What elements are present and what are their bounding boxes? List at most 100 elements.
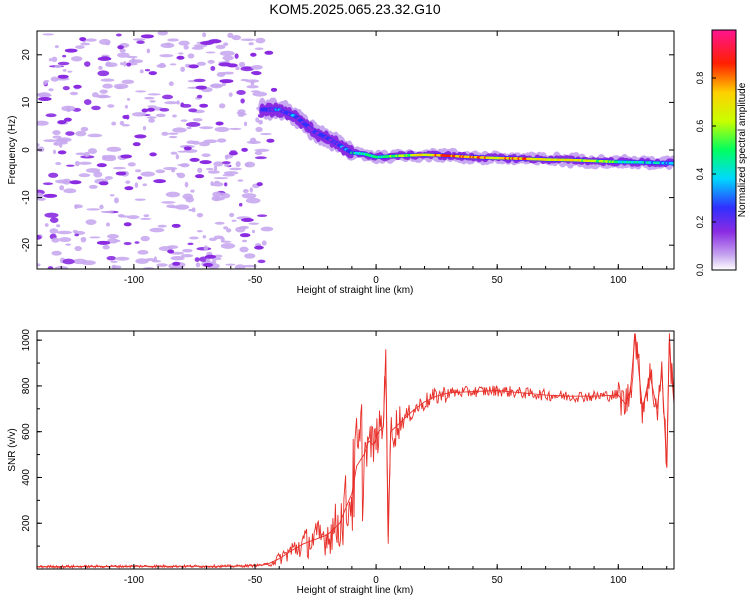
spectrogram-noise-patch xyxy=(181,254,194,258)
spectrogram-noise-patch xyxy=(83,151,90,157)
spectrogram-noise-patch xyxy=(48,172,59,178)
spectrogram-y-tick-label: -20 xyxy=(21,238,32,253)
spectrogram-noise-patch xyxy=(186,126,192,130)
spectrogram-noise-patch xyxy=(254,245,264,250)
spectrogram-noise-patch xyxy=(228,92,233,97)
spectrogram-noise-patch xyxy=(176,172,180,176)
spectrogram-noise-patch xyxy=(73,84,82,89)
spectrogram-noise-patch xyxy=(70,56,83,62)
spectrogram-noise-patch xyxy=(37,146,45,152)
spectrogram-noise-patch xyxy=(69,91,79,96)
spectrogram-noise-patch xyxy=(43,139,58,143)
spectrogram-noise-patch xyxy=(42,182,54,186)
snr-line xyxy=(37,333,674,569)
spectrogram-noise-patch xyxy=(195,262,201,268)
spectrogram-noise-patch xyxy=(88,184,98,189)
spectrogram-noise-patch xyxy=(59,185,65,191)
snr-y-tick-label: 400 xyxy=(21,469,32,486)
spectrogram-noise-patch xyxy=(199,126,214,130)
spectrogram-noise-patch xyxy=(172,261,181,266)
spectrogram-noise-patch xyxy=(121,79,135,84)
spectrogram-noise-patch xyxy=(248,222,260,225)
spectrogram-noise-patch xyxy=(170,151,178,155)
spectrogram-noise-patch xyxy=(47,266,54,269)
spectrogram-noise-patch xyxy=(132,142,141,147)
spectrogram-noise-patch xyxy=(114,239,121,243)
spectrogram-noise-patch xyxy=(52,135,62,139)
spectrogram-noise-patch xyxy=(44,223,49,227)
spectrogram-noise-patch xyxy=(136,40,145,44)
spectrogram-noise-patch xyxy=(207,170,220,174)
spectrogram-noise-patch xyxy=(146,107,155,112)
spectrogram-noise-patch xyxy=(239,246,249,253)
spectrogram-noise-patch xyxy=(148,71,157,76)
spectrogram-noise-patch xyxy=(62,54,67,58)
spectrogram-noise-patch xyxy=(203,139,218,144)
spectrogram-noise-patch xyxy=(78,173,91,178)
spectrogram-noise-patch xyxy=(192,118,203,122)
spectrogram-noise-patch xyxy=(107,238,119,244)
spectrogram-ridge-core xyxy=(671,162,674,165)
spectrogram-noise-patch xyxy=(57,120,67,125)
spectrogram-noise-patch xyxy=(119,48,126,53)
spectrogram-noise-patch xyxy=(123,61,127,67)
spectrogram-noise-patch xyxy=(214,221,225,225)
spectrogram-noise-patch xyxy=(213,165,218,172)
spectrogram-noise-patch xyxy=(188,208,193,212)
spectrogram-noise-patch xyxy=(227,32,234,39)
spectrogram-noise-patch xyxy=(140,34,154,39)
spectrogram-noise-patch xyxy=(196,94,203,99)
spectrogram-noise-patch xyxy=(87,133,103,138)
spectrogram-noise-patch xyxy=(238,202,243,207)
spectrogram-noise-patch xyxy=(196,61,207,66)
chart-title: KOM5.2025.065.23.32.G10 xyxy=(269,1,440,17)
spectrogram-noise-patch xyxy=(56,224,61,228)
spectrogram-noise-patch xyxy=(111,264,117,269)
spectrogram-noise-patch xyxy=(98,65,103,70)
spectrogram-noise-patch xyxy=(98,181,109,186)
spectrogram-noise-patch xyxy=(166,42,171,47)
spectrogram-noise-patch xyxy=(221,161,231,165)
spectrogram-noise-patch xyxy=(149,152,157,157)
spectrogram-noise-patch xyxy=(106,256,117,261)
spectrogram-noise-patch xyxy=(146,48,151,54)
spectrogram-noise-patch xyxy=(222,55,234,61)
spectrogram-noise-patch xyxy=(204,254,217,259)
spectrogram-noise-patch xyxy=(220,237,225,242)
colorbar-label: Normalized spectral amplitude xyxy=(737,82,748,217)
spectrogram-noise-patch xyxy=(171,167,176,173)
spectrogram-noise-patch xyxy=(126,55,138,59)
spectrogram-noise-patch xyxy=(80,236,87,243)
snr-line-layer xyxy=(37,333,674,569)
spectrogram-noise-patch xyxy=(107,104,115,108)
spectrogram-noise-patch xyxy=(134,198,146,201)
snr-x-tick-label: 100 xyxy=(610,575,627,586)
spectrogram-noise-patch xyxy=(49,228,59,234)
spectrogram-noise-patch xyxy=(222,173,235,177)
spectrogram-noise-patch xyxy=(37,234,42,240)
snr-plot-frame xyxy=(36,330,675,570)
spectrogram-noise-patch xyxy=(251,229,255,234)
spectrogram-noise-patch xyxy=(103,156,117,162)
spectrogram-noise-patch xyxy=(119,120,125,126)
spectrogram-noise-patch xyxy=(135,90,147,93)
spectrogram-noise-patch xyxy=(42,33,55,36)
spectrogram-noise-patch xyxy=(206,167,214,171)
spectrogram-noise-patch xyxy=(257,259,266,264)
spectrogram-noise-patch xyxy=(113,197,119,204)
spectrogram-noise-patch xyxy=(57,74,69,79)
spectrogram-noise-patch xyxy=(139,217,152,220)
spectrogram-noise-patch xyxy=(261,240,267,246)
spectrogram-noise-patch xyxy=(182,248,193,253)
spectrogram-noise-patch xyxy=(264,50,274,55)
spectrogram-noise-patch xyxy=(205,51,216,54)
spectrogram-noise-patch xyxy=(144,96,155,100)
spectrogram-noise-patch xyxy=(241,218,254,223)
snr-x-tick-label: 50 xyxy=(492,575,504,586)
spectrogram-noise-patch xyxy=(120,62,124,66)
spectrogram-noise-patch xyxy=(37,143,40,147)
spectrogram-noise-patch xyxy=(246,85,259,89)
spectrogram-noise-patch xyxy=(155,113,166,118)
spectrogram-noise-patch xyxy=(43,193,58,198)
spectrogram-noise-patch xyxy=(220,243,236,249)
